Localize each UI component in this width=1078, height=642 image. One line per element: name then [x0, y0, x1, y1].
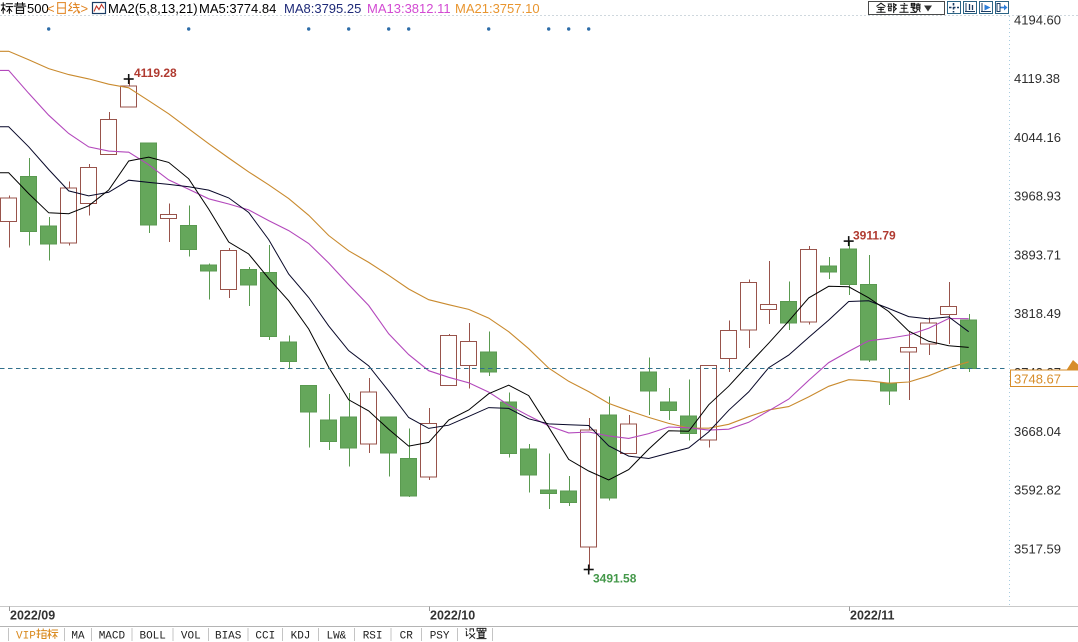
- svg-text:2022/10: 2022/10: [430, 609, 475, 623]
- svg-text:MA5:3774.84: MA5:3774.84: [199, 1, 276, 16]
- svg-text:LW&: LW&: [326, 631, 346, 642]
- svg-text:4119.28: 4119.28: [134, 66, 177, 80]
- svg-text:3517.59: 3517.59: [1014, 541, 1061, 556]
- svg-text:3491.58: 3491.58: [593, 572, 637, 586]
- svg-text:>: >: [81, 1, 89, 16]
- svg-text:RSI: RSI: [363, 631, 383, 642]
- svg-text:3748.67: 3748.67: [1014, 372, 1061, 387]
- svg-text:VOL: VOL: [181, 631, 201, 642]
- svg-text:3968.93: 3968.93: [1014, 189, 1061, 204]
- svg-text:MA13:3812.11: MA13:3812.11: [367, 1, 451, 16]
- svg-text:2022/09: 2022/09: [10, 609, 55, 623]
- svg-text:BIAS: BIAS: [215, 631, 242, 642]
- svg-text:PSY: PSY: [430, 631, 450, 642]
- svg-text:3592.82: 3592.82: [1014, 483, 1061, 498]
- svg-text:CCI: CCI: [255, 631, 275, 642]
- svg-text:3668.04: 3668.04: [1014, 424, 1061, 439]
- svg-text:3911.79: 3911.79: [853, 229, 896, 243]
- svg-text:KDJ: KDJ: [291, 631, 311, 642]
- svg-text:MACD: MACD: [99, 631, 126, 642]
- svg-text:<: <: [47, 1, 55, 16]
- svg-text:500: 500: [27, 1, 49, 16]
- svg-text:4119.38: 4119.38: [1014, 71, 1060, 86]
- svg-text:3818.49: 3818.49: [1014, 306, 1061, 321]
- svg-text:VIP: VIP: [16, 631, 36, 642]
- svg-text:MA: MA: [71, 631, 85, 642]
- svg-text:MA2(5,8,13,21): MA2(5,8,13,21): [108, 1, 198, 16]
- svg-text:MA8:3795.25: MA8:3795.25: [284, 1, 361, 16]
- svg-text:4194.60: 4194.60: [1014, 12, 1061, 27]
- svg-text:BOLL: BOLL: [139, 631, 165, 642]
- svg-text:CR: CR: [400, 631, 414, 642]
- svg-text:3893.71: 3893.71: [1014, 248, 1061, 263]
- svg-text:2022/11: 2022/11: [850, 609, 895, 623]
- svg-text:MA21:3757.10: MA21:3757.10: [455, 1, 540, 16]
- svg-text:4044.16: 4044.16: [1014, 130, 1061, 145]
